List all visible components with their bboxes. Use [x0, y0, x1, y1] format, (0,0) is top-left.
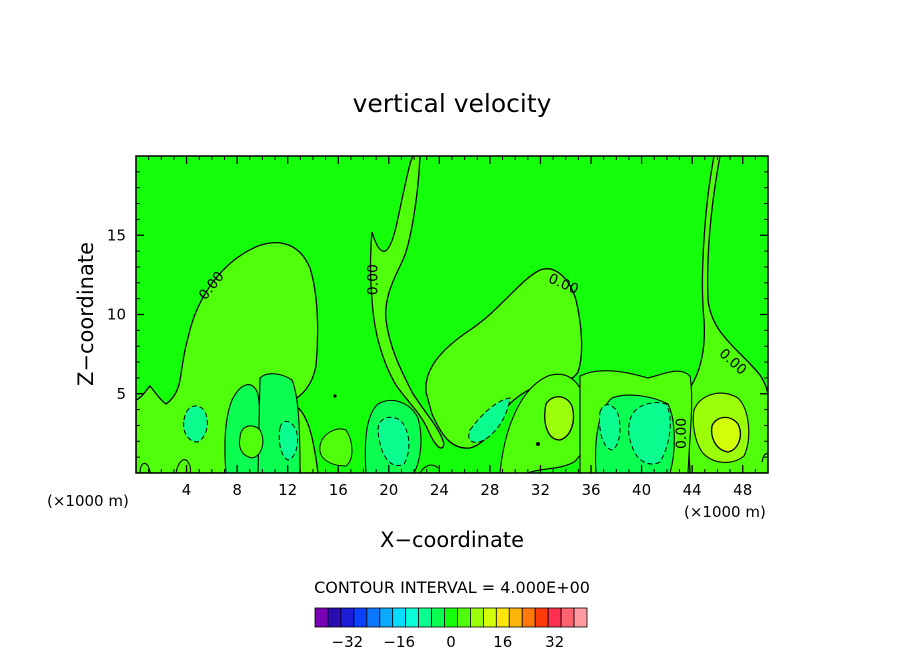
x-axis-label: X−coordinate [380, 528, 524, 552]
colorbar-tick-label-2: 0 [446, 633, 456, 651]
bottom-cell-1 [175, 459, 192, 473]
colorbar-swatch-19 [560, 607, 575, 628]
x-tick-label-5: 24 [430, 481, 449, 499]
colorbar-swatch-1 [327, 607, 342, 628]
downdraft-core-b [278, 421, 299, 461]
x-tick-label-3: 16 [329, 481, 348, 499]
colorbar-swatch-20 [573, 607, 588, 628]
contour-label-4: 0.00 [674, 418, 690, 449]
x-tick-label-11: 48 [733, 481, 752, 499]
colorbar-swatch-7 [405, 607, 420, 628]
updraft-region-far-right [687, 156, 768, 473]
colorbar-swatch-18 [547, 607, 562, 628]
x-tick-label-8: 36 [581, 481, 600, 499]
colorbar-swatch-11 [457, 607, 471, 628]
colorbar-swatch-2 [340, 607, 355, 628]
x-tick-label-4: 20 [379, 481, 398, 499]
colorbar-tick-label-1: −16 [383, 633, 415, 651]
bottom-dot-2 [333, 394, 337, 398]
x-tick-label-9: 40 [632, 481, 651, 499]
colorbar-tick-label-4: 32 [545, 633, 564, 651]
downdraft-region-2 [257, 373, 301, 473]
contour-label-1: 0.00 [366, 264, 382, 295]
bottom-dot-1 [536, 442, 540, 446]
y-tick-label-1: 10 [107, 306, 126, 324]
x-tick-label-2: 12 [278, 481, 297, 499]
colorbar-tick-label-3: 16 [493, 633, 512, 651]
colorbar-swatch-4 [366, 607, 381, 628]
downdraft-core-e [599, 404, 621, 451]
x-tick-label-1: 8 [232, 481, 242, 499]
bottom-cell-3 [419, 464, 439, 473]
downdraft-core-d [468, 397, 511, 443]
updraft-core-a [239, 425, 264, 459]
x-tick-label-0: 4 [182, 481, 192, 499]
colorbar-swatch-15 [508, 607, 523, 628]
colorbar-swatch-16 [521, 607, 536, 628]
colorbar-swatch-13 [482, 607, 497, 628]
contour-interval-text: CONTOUR INTERVAL = 4.000E+00 [314, 578, 590, 597]
colorbar-swatch-17 [534, 607, 549, 628]
colorbar-swatch-0 [314, 607, 329, 628]
y-tick-label-0: 5 [116, 385, 126, 403]
updraft-core-b [319, 428, 353, 467]
colorbar-swatch-12 [470, 607, 484, 628]
updraft-core-d-inner [710, 416, 742, 453]
contour-fill-layer [136, 156, 768, 473]
updraft-region-right [425, 268, 583, 449]
updraft-core-c [544, 396, 575, 441]
x-axis-ticks: 4 8 12 16 20 24 28 32 36 40 44 48 [148, 156, 756, 499]
x-tick-label-6: 28 [480, 481, 499, 499]
chart-title: vertical velocity [353, 89, 552, 118]
y-tick-label-2: 15 [107, 226, 126, 244]
x-tick-label-10: 44 [683, 481, 702, 499]
colorbar-swatch-8 [418, 607, 432, 628]
x-unit-right: (×1000 m) [684, 503, 766, 521]
colorbar-swatch-9 [431, 607, 445, 628]
colorbar-tick-label-0: −32 [332, 633, 364, 651]
x-tick-label-7: 32 [531, 481, 550, 499]
updraft-region-center [369, 156, 445, 449]
colorbar-swatch-3 [353, 607, 368, 628]
colorbar-swatch-14 [495, 607, 510, 628]
y-axis-label: Z−coordinate [74, 242, 98, 386]
colorbar-swatch-10 [444, 607, 458, 628]
downdraft-core-a [183, 405, 208, 443]
colorbar-swatch-6 [392, 607, 407, 628]
colorbar [314, 607, 588, 628]
downdraft-core-c [377, 416, 410, 466]
x-unit-left: (×1000 m) [47, 492, 129, 510]
colorbar-swatch-5 [379, 607, 394, 628]
y-axis-ticks: 5 10 15 [107, 171, 768, 458]
colorbar-labels: −32 −16 0 16 32 [332, 633, 565, 651]
downdraft-core-f [628, 402, 671, 465]
